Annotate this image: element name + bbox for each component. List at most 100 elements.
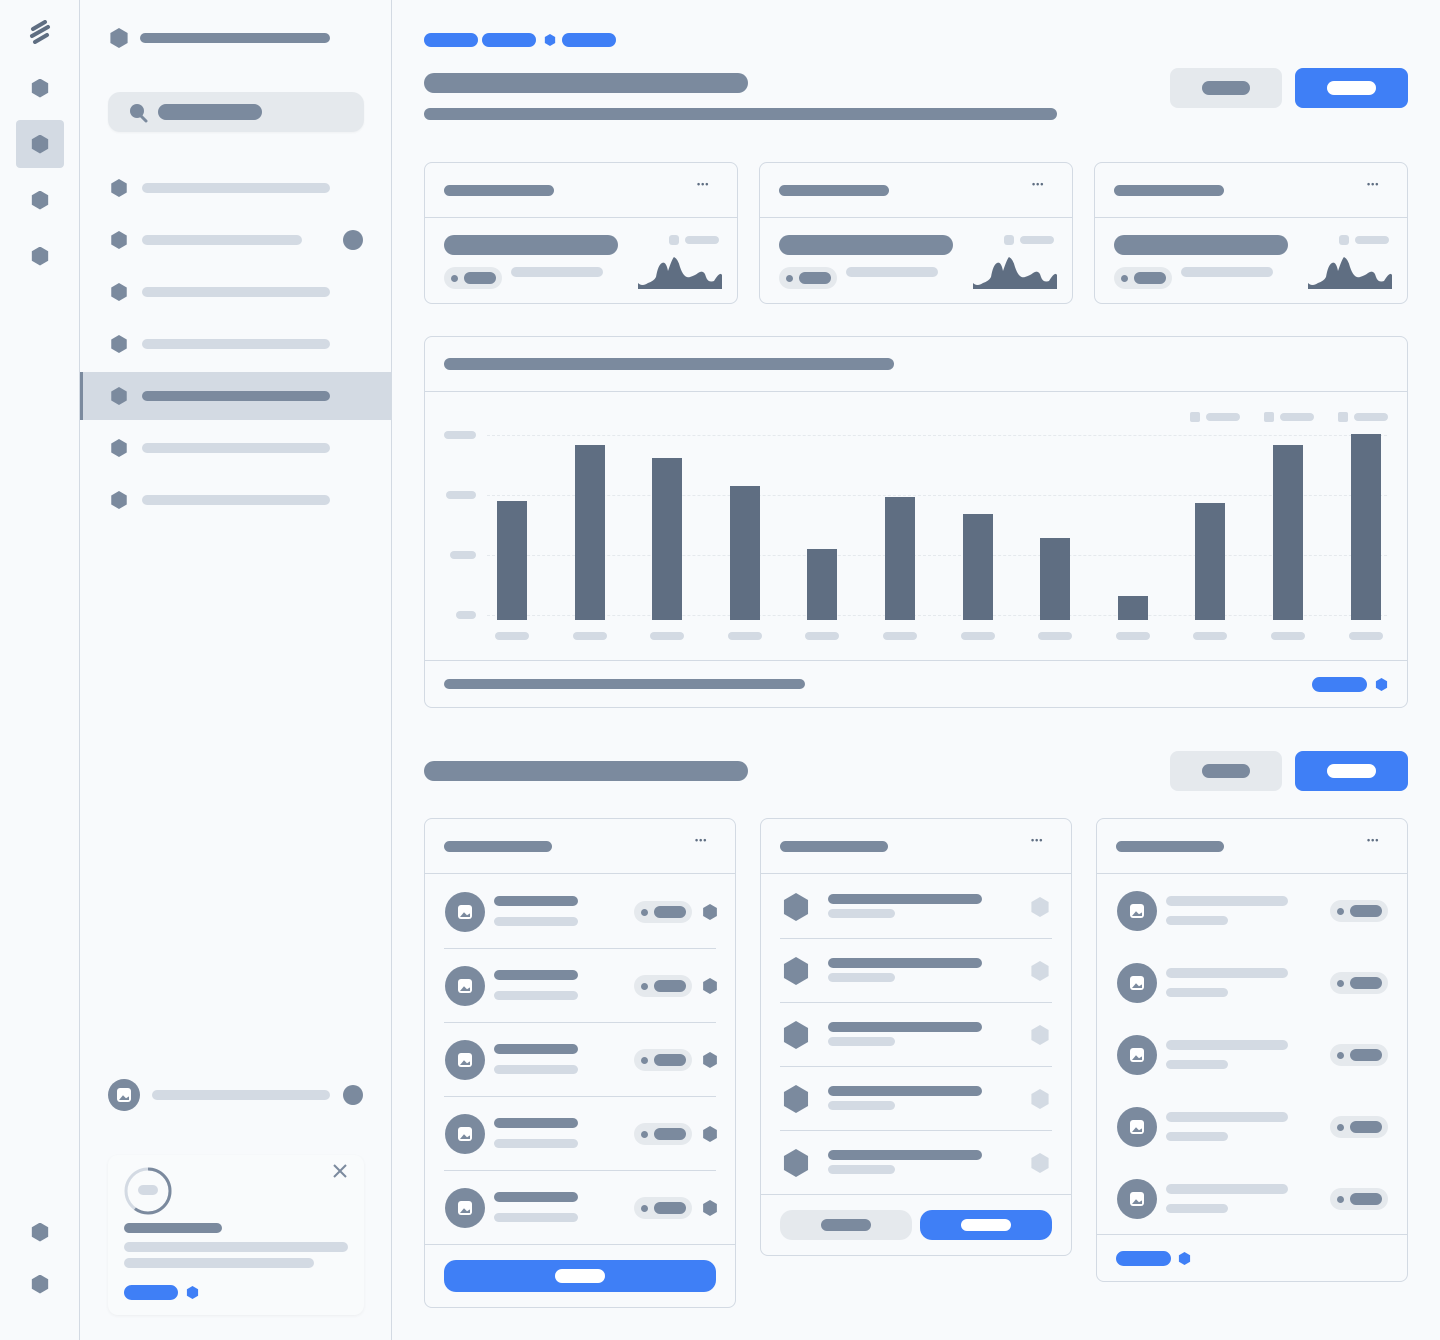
list-item[interactable] <box>1097 1091 1407 1163</box>
list-item-subtitle <box>494 1213 578 1222</box>
chart-bar[interactable] <box>1350 434 1381 620</box>
more-horizontal-icon[interactable]: ••• <box>1367 835 1380 845</box>
user-menu-dot[interactable] <box>343 1085 363 1105</box>
divider <box>1097 873 1407 874</box>
chart-bar[interactable] <box>1195 502 1226 620</box>
rail-item-hexagon-icon[interactable] <box>31 246 49 266</box>
list-item[interactable] <box>1097 947 1407 1019</box>
more-horizontal-icon[interactable]: ••• <box>1031 835 1044 845</box>
y-tick-label <box>446 491 476 499</box>
list-item[interactable] <box>761 1131 1071 1195</box>
sidebar-item-label[interactable] <box>142 287 330 297</box>
legend-swatch <box>1004 235 1014 245</box>
list-item-subtitle <box>1166 916 1228 925</box>
view-report-link[interactable] <box>1312 677 1367 692</box>
rail-bottom-hexagon-icon[interactable] <box>31 1222 49 1242</box>
chart-bar[interactable] <box>497 500 527 620</box>
divider <box>425 391 1407 392</box>
x-tick-label <box>805 632 840 640</box>
list-item[interactable] <box>761 1003 1071 1067</box>
item-status-hexagon-icon <box>1031 1153 1049 1173</box>
secondary-button[interactable] <box>1170 751 1282 791</box>
item-hexagon-icon <box>783 957 809 985</box>
rail-item-hexagon-icon[interactable] <box>31 190 49 210</box>
list-item-subtitle <box>828 973 895 982</box>
stat-value <box>779 235 953 255</box>
list-item-subtitle <box>828 1165 895 1174</box>
breadcrumb-item[interactable] <box>482 33 536 47</box>
chart-bar[interactable] <box>729 486 760 620</box>
sidebar-item-label[interactable] <box>142 183 330 193</box>
more-horizontal-icon[interactable]: ••• <box>697 179 710 189</box>
sidebar-item-label[interactable] <box>142 495 330 505</box>
breadcrumb-current <box>562 33 616 47</box>
list-item-title <box>828 894 982 904</box>
rail-bottom-hexagon-icon[interactable] <box>31 1274 49 1294</box>
list-item[interactable] <box>761 875 1071 939</box>
list-item-title <box>828 1022 982 1032</box>
confirm-button[interactable] <box>920 1210 1052 1240</box>
status-dot <box>1337 1196 1344 1203</box>
chart-bar[interactable] <box>574 445 605 620</box>
row-hexagon-icon[interactable] <box>703 1126 717 1142</box>
chart-title <box>444 358 894 370</box>
search-input[interactable] <box>108 92 364 132</box>
sidebar-item-label[interactable] <box>142 235 302 245</box>
list-item[interactable] <box>1097 1019 1407 1091</box>
avatar <box>445 1114 485 1154</box>
row-hexagon-icon[interactable] <box>703 904 717 920</box>
more-horizontal-icon[interactable]: ••• <box>1032 179 1045 189</box>
list-item[interactable] <box>425 875 735 949</box>
sidebar-item-label[interactable] <box>142 443 330 453</box>
cancel-button[interactable] <box>780 1210 912 1240</box>
y-tick-label <box>450 551 476 559</box>
list-item[interactable] <box>425 949 735 1023</box>
row-hexagon-icon[interactable] <box>703 1052 717 1068</box>
sidebar-item-label[interactable] <box>142 391 330 401</box>
user-name <box>152 1090 330 1100</box>
image-icon <box>458 1201 472 1215</box>
view-all-link[interactable] <box>1116 1251 1171 1266</box>
gridline <box>487 435 1387 436</box>
status-dot <box>1337 908 1344 915</box>
list-item[interactable] <box>425 1097 735 1171</box>
sidebar <box>80 0 392 1340</box>
list-footer-button[interactable] <box>444 1260 716 1292</box>
chart-bar[interactable] <box>1117 595 1148 620</box>
chart-bar[interactable] <box>807 549 838 620</box>
avatar <box>445 892 485 932</box>
x-tick-label <box>1271 632 1305 640</box>
chart-bar[interactable] <box>1273 445 1303 620</box>
primary-button[interactable] <box>1295 68 1408 108</box>
secondary-button[interactable] <box>1170 68 1282 108</box>
rail-item-hexagon-icon[interactable] <box>31 78 49 98</box>
close-icon[interactable] <box>332 1163 348 1179</box>
divider <box>425 1244 735 1245</box>
sidebar-item-label[interactable] <box>142 339 330 349</box>
list-item[interactable] <box>425 1023 735 1097</box>
breadcrumb-item[interactable] <box>424 33 478 47</box>
list-item-subtitle <box>494 917 578 926</box>
chart-bar[interactable] <box>885 497 915 620</box>
list-card-title <box>1116 841 1224 852</box>
list-item[interactable] <box>761 1067 1071 1131</box>
primary-button[interactable] <box>1295 751 1408 791</box>
divider <box>425 660 1407 661</box>
more-horizontal-icon[interactable]: ••• <box>1367 179 1380 189</box>
list-item[interactable] <box>761 939 1071 1003</box>
trend-dot <box>1121 275 1128 282</box>
list-item[interactable] <box>425 1171 735 1245</box>
rail-item-hexagon-icon[interactable] <box>31 134 49 154</box>
avatar <box>1117 1179 1157 1219</box>
list-item-subtitle <box>828 1037 895 1046</box>
list-item[interactable] <box>1097 875 1407 947</box>
list-item[interactable] <box>1097 1163 1407 1235</box>
onboarding-link[interactable] <box>124 1285 178 1300</box>
row-hexagon-icon[interactable] <box>703 1200 717 1216</box>
more-horizontal-icon[interactable]: ••• <box>695 835 708 845</box>
chart-bar[interactable] <box>962 513 993 620</box>
chart-bar[interactable] <box>1040 538 1071 620</box>
row-hexagon-icon[interactable] <box>703 978 717 994</box>
chart-bar[interactable] <box>652 458 683 620</box>
stat-card: ••• <box>759 162 1073 304</box>
